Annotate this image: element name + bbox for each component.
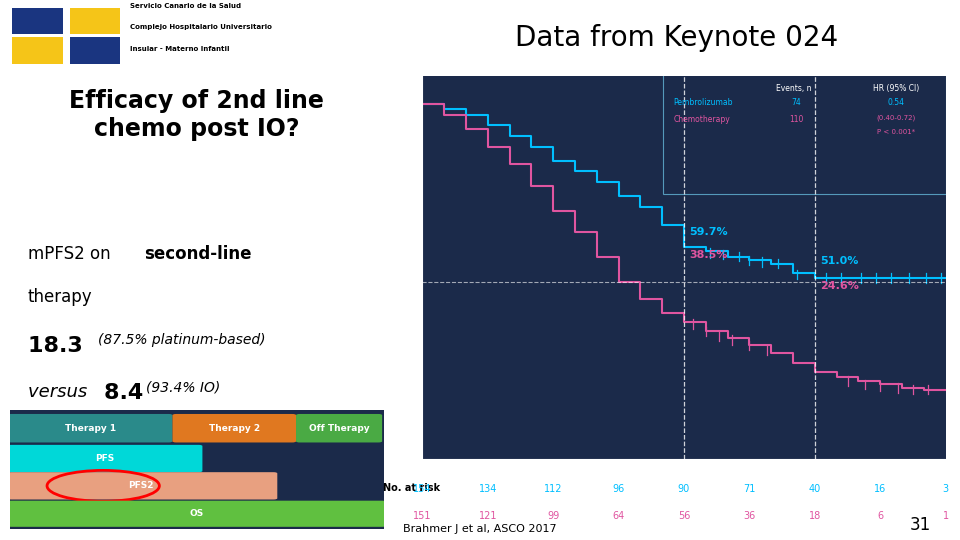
Text: 31: 31 xyxy=(910,516,931,534)
Text: 6: 6 xyxy=(877,511,883,521)
Text: (93.4% IO): (93.4% IO) xyxy=(146,381,220,395)
Y-axis label: PFS2, %: PFS2, % xyxy=(377,245,387,289)
Text: 18.3: 18.3 xyxy=(28,336,90,356)
Text: 24.6%: 24.6% xyxy=(820,281,859,291)
FancyBboxPatch shape xyxy=(12,8,62,34)
Text: P < 0.001*: P < 0.001* xyxy=(876,129,915,134)
Text: HR (95% CI): HR (95% CI) xyxy=(873,84,919,93)
Text: 151: 151 xyxy=(413,511,432,521)
FancyBboxPatch shape xyxy=(296,414,382,442)
FancyBboxPatch shape xyxy=(8,445,203,472)
Text: Events, n: Events, n xyxy=(776,84,811,93)
Text: 36: 36 xyxy=(743,511,756,521)
FancyBboxPatch shape xyxy=(10,410,384,529)
FancyBboxPatch shape xyxy=(8,472,277,500)
Text: therapy: therapy xyxy=(28,288,92,306)
FancyBboxPatch shape xyxy=(69,8,120,34)
Text: 40: 40 xyxy=(808,484,821,494)
Text: 74: 74 xyxy=(792,98,802,107)
Text: 96: 96 xyxy=(612,484,625,494)
Text: 38.5%: 38.5% xyxy=(689,251,728,260)
Text: PFS2: PFS2 xyxy=(128,481,154,490)
Text: Chemotherapy: Chemotherapy xyxy=(674,114,731,124)
Text: 56: 56 xyxy=(678,511,690,521)
Text: 71: 71 xyxy=(743,484,756,494)
Text: 18: 18 xyxy=(808,511,821,521)
Text: (0.40-0.72): (0.40-0.72) xyxy=(876,114,916,121)
FancyBboxPatch shape xyxy=(69,37,120,64)
Text: 51.0%: 51.0% xyxy=(820,256,858,266)
Text: versus: versus xyxy=(28,383,92,401)
FancyBboxPatch shape xyxy=(12,37,62,64)
Text: 99: 99 xyxy=(547,511,560,521)
Text: PFS: PFS xyxy=(95,454,114,463)
Text: 8.4: 8.4 xyxy=(105,383,152,403)
FancyBboxPatch shape xyxy=(8,501,386,527)
Text: (87.5% platinum-based): (87.5% platinum-based) xyxy=(98,333,266,347)
Text: No. at risk: No. at risk xyxy=(383,483,441,492)
FancyBboxPatch shape xyxy=(663,73,946,194)
Text: 1: 1 xyxy=(943,511,948,521)
Text: 59.7%: 59.7% xyxy=(689,227,728,238)
Text: 110: 110 xyxy=(789,114,804,124)
Text: 134: 134 xyxy=(479,484,497,494)
FancyBboxPatch shape xyxy=(173,414,296,442)
Text: Therapy 1: Therapy 1 xyxy=(64,424,115,433)
Text: 90: 90 xyxy=(678,484,690,494)
Text: 16: 16 xyxy=(874,484,886,494)
Text: 121: 121 xyxy=(478,511,497,521)
Text: 64: 64 xyxy=(612,511,625,521)
Text: 3: 3 xyxy=(943,484,948,494)
Text: 0.54: 0.54 xyxy=(887,98,904,107)
Text: 154: 154 xyxy=(413,484,432,494)
Text: OS: OS xyxy=(190,509,204,518)
Text: second-line: second-line xyxy=(144,245,252,264)
Text: Pembrolizumab: Pembrolizumab xyxy=(674,98,733,107)
Text: Efficacy of 2nd line
chemo post IO?: Efficacy of 2nd line chemo post IO? xyxy=(69,89,324,141)
Text: Therapy 2: Therapy 2 xyxy=(208,424,260,433)
Text: Insular - Materno Infantil: Insular - Materno Infantil xyxy=(130,46,229,52)
Text: Off Therapy: Off Therapy xyxy=(309,424,370,433)
Text: Data from Keynote 024: Data from Keynote 024 xyxy=(516,24,838,52)
Text: Servicio Canario de la Salud: Servicio Canario de la Salud xyxy=(130,3,241,9)
Text: 112: 112 xyxy=(544,484,563,494)
FancyBboxPatch shape xyxy=(8,414,173,442)
Text: Complejo Hospitalario Universitario: Complejo Hospitalario Universitario xyxy=(130,24,272,30)
Text: Brahmer J et al, ASCO 2017: Brahmer J et al, ASCO 2017 xyxy=(403,523,557,534)
X-axis label: Time, months: Time, months xyxy=(636,484,732,497)
Text: mPFS2 on: mPFS2 on xyxy=(28,245,115,264)
